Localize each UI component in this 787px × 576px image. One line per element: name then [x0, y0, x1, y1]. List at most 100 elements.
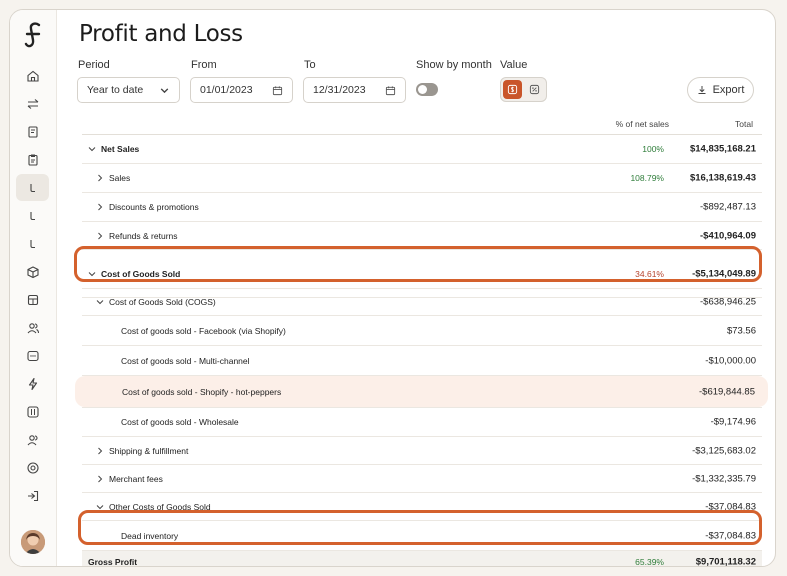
document-edit-icon — [27, 125, 38, 138]
table-row-shipping[interactable]: Shipping & fulfillment -$3,125,683.02 — [82, 437, 762, 465]
download-icon — [698, 86, 706, 94]
row-total: -$892,487.13 — [700, 201, 756, 213]
row-total: -$37,084.83 — [705, 501, 756, 512]
chevron-right-icon[interactable] — [96, 232, 104, 240]
nav-logout[interactable] — [16, 482, 49, 509]
row-pct: 65.39% — [635, 557, 664, 567]
chevron-down-icon[interactable] — [96, 298, 104, 306]
chevron-right-icon[interactable] — [96, 447, 104, 455]
transfer-arrows-icon — [27, 98, 38, 109]
table-row-merchant-fees[interactable]: Merchant fees -$1,332,335.79 — [82, 465, 762, 493]
table-row-refunds[interactable]: Refunds & returns -$410,964.09 — [82, 222, 762, 250]
table-row-cogs-facebook[interactable]: Cost of goods sold - Facebook (via Shopi… — [82, 316, 762, 346]
show-by-month-label: Show by month — [416, 59, 492, 71]
lightning-icon — [28, 377, 37, 390]
row-pct: 34.61% — [635, 268, 664, 279]
box-icon — [26, 265, 39, 278]
row-pct: 108.79% — [630, 173, 664, 183]
chevron-down-icon — [160, 87, 169, 93]
row-label: Cost of Goods Sold — [101, 268, 181, 279]
value-percent-button[interactable] — [525, 80, 544, 99]
nav-transactions[interactable] — [16, 90, 49, 117]
from-date-input[interactable]: 01/01/2023 — [190, 77, 293, 103]
show-by-month-toggle[interactable] — [416, 83, 438, 96]
nav-more[interactable] — [16, 342, 49, 369]
nav-store[interactable] — [16, 286, 49, 313]
from-date-value: 01/01/2023 — [200, 84, 253, 96]
row-total: $9,701,118.32 — [695, 556, 756, 567]
help-lifebuoy-icon — [26, 461, 39, 474]
nav-team[interactable] — [16, 426, 49, 453]
row-label: Shipping & fulfillment — [109, 445, 189, 456]
period-label: Period — [78, 59, 110, 71]
chevron-right-icon[interactable] — [96, 174, 104, 182]
table-row-dead-inventory[interactable]: Dead inventory -$37,084.83 — [82, 521, 762, 551]
home-icon — [26, 70, 39, 82]
store-icon — [27, 294, 38, 305]
table-row-other-cogs[interactable]: Other Costs of Goods Sold -$37,084.83 — [82, 493, 762, 521]
export-button[interactable]: Export — [687, 77, 754, 103]
team-icon — [27, 434, 38, 445]
row-total: $16,138,619.43 — [689, 172, 756, 184]
row-label: Sales — [109, 173, 131, 183]
report-branch-icon — [29, 239, 35, 248]
table-row-cogs[interactable]: Cost of Goods Sold (COGS) -$638,946.25 — [82, 288, 762, 316]
row-total: -$638,946.25 — [700, 296, 756, 308]
chevron-down-icon[interactable] — [88, 145, 96, 153]
nav-inventory[interactable] — [16, 258, 49, 285]
nav-invoices[interactable] — [16, 146, 49, 173]
row-label: Gross Profit — [88, 557, 138, 567]
table-row-gross-profit[interactable]: Gross Profit 65.39% $9,701,118.32 — [82, 551, 762, 567]
page-title: Profit and Loss — [79, 21, 243, 47]
row-label: Cost of goods sold - Facebook (via Shopi… — [121, 325, 286, 336]
avatar[interactable] — [21, 530, 45, 554]
clipboard-icon — [27, 154, 38, 166]
calendar-icon — [385, 85, 396, 95]
row-label: Cost of Goods Sold (COGS) — [109, 297, 216, 307]
chevron-right-icon[interactable] — [96, 475, 104, 483]
nav-automations[interactable] — [16, 370, 49, 397]
chevron-down-icon[interactable] — [88, 270, 96, 278]
nav-reports-sub-1[interactable] — [16, 202, 49, 229]
row-label: Dead inventory — [121, 530, 179, 541]
nav-reports-sub-2[interactable] — [16, 230, 49, 257]
row-total: -$9,174.96 — [710, 416, 756, 428]
nav-settings[interactable] — [16, 398, 49, 425]
row-pct: 100% — [642, 144, 664, 154]
value-toggle-group — [500, 77, 547, 102]
to-date-input[interactable]: 12/31/2023 — [303, 77, 406, 103]
value-dollar-button[interactable] — [503, 80, 522, 99]
users-icon — [27, 322, 39, 333]
period-select[interactable]: Year to date — [77, 77, 180, 103]
nav-bills[interactable] — [16, 118, 49, 145]
nav-customers[interactable] — [16, 314, 49, 341]
calendar-icon — [272, 85, 283, 95]
row-label: Merchant fees — [109, 473, 163, 484]
chevron-right-icon[interactable] — [96, 203, 104, 211]
brand-logo-icon — [24, 22, 41, 48]
user-avatar-icon — [21, 530, 45, 554]
table-row-cogs-wholesale[interactable]: Cost of goods sold - Wholesale -$9,174.9… — [82, 407, 762, 437]
dollar-icon — [507, 84, 518, 95]
table-row-net-sales[interactable]: Net Sales 100% $14,835,168.21 — [82, 135, 762, 164]
app-window: Profit and Loss Period Year to date From… — [9, 9, 776, 567]
nav-help[interactable] — [16, 454, 49, 481]
row-label: Cost of goods sold - Multi-channel — [121, 355, 250, 366]
row-total: -$1,332,335.79 — [692, 473, 756, 484]
chevron-down-icon[interactable] — [96, 503, 104, 511]
row-total: $14,835,168.21 — [689, 143, 756, 155]
nav-reports[interactable] — [16, 174, 49, 201]
row-total: -$619,844.85 — [699, 386, 755, 397]
table-row-discounts[interactable]: Discounts & promotions -$892,487.13 — [82, 193, 762, 222]
sidebar — [10, 10, 57, 566]
table-row-cost-of-goods-sold[interactable]: Cost of Goods Sold 34.61% -$5,134,049.89 — [82, 250, 762, 298]
table-row-cogs-shopify-hot-peppers[interactable]: Cost of goods sold - Shopify - hot-peppe… — [75, 376, 768, 407]
sliders-icon — [26, 405, 39, 418]
table-row-cogs-multichannel[interactable]: Cost of goods sold - Multi-channel -$10,… — [82, 346, 762, 376]
table-row-sales[interactable]: Sales 108.79% $16,138,619.43 — [82, 164, 762, 193]
nav-home[interactable] — [16, 62, 49, 89]
highlight-outline-cogs — [74, 246, 762, 282]
logout-icon — [27, 490, 38, 501]
row-label: Cost of goods sold - Wholesale — [121, 417, 239, 427]
report-branch-icon — [29, 211, 35, 220]
